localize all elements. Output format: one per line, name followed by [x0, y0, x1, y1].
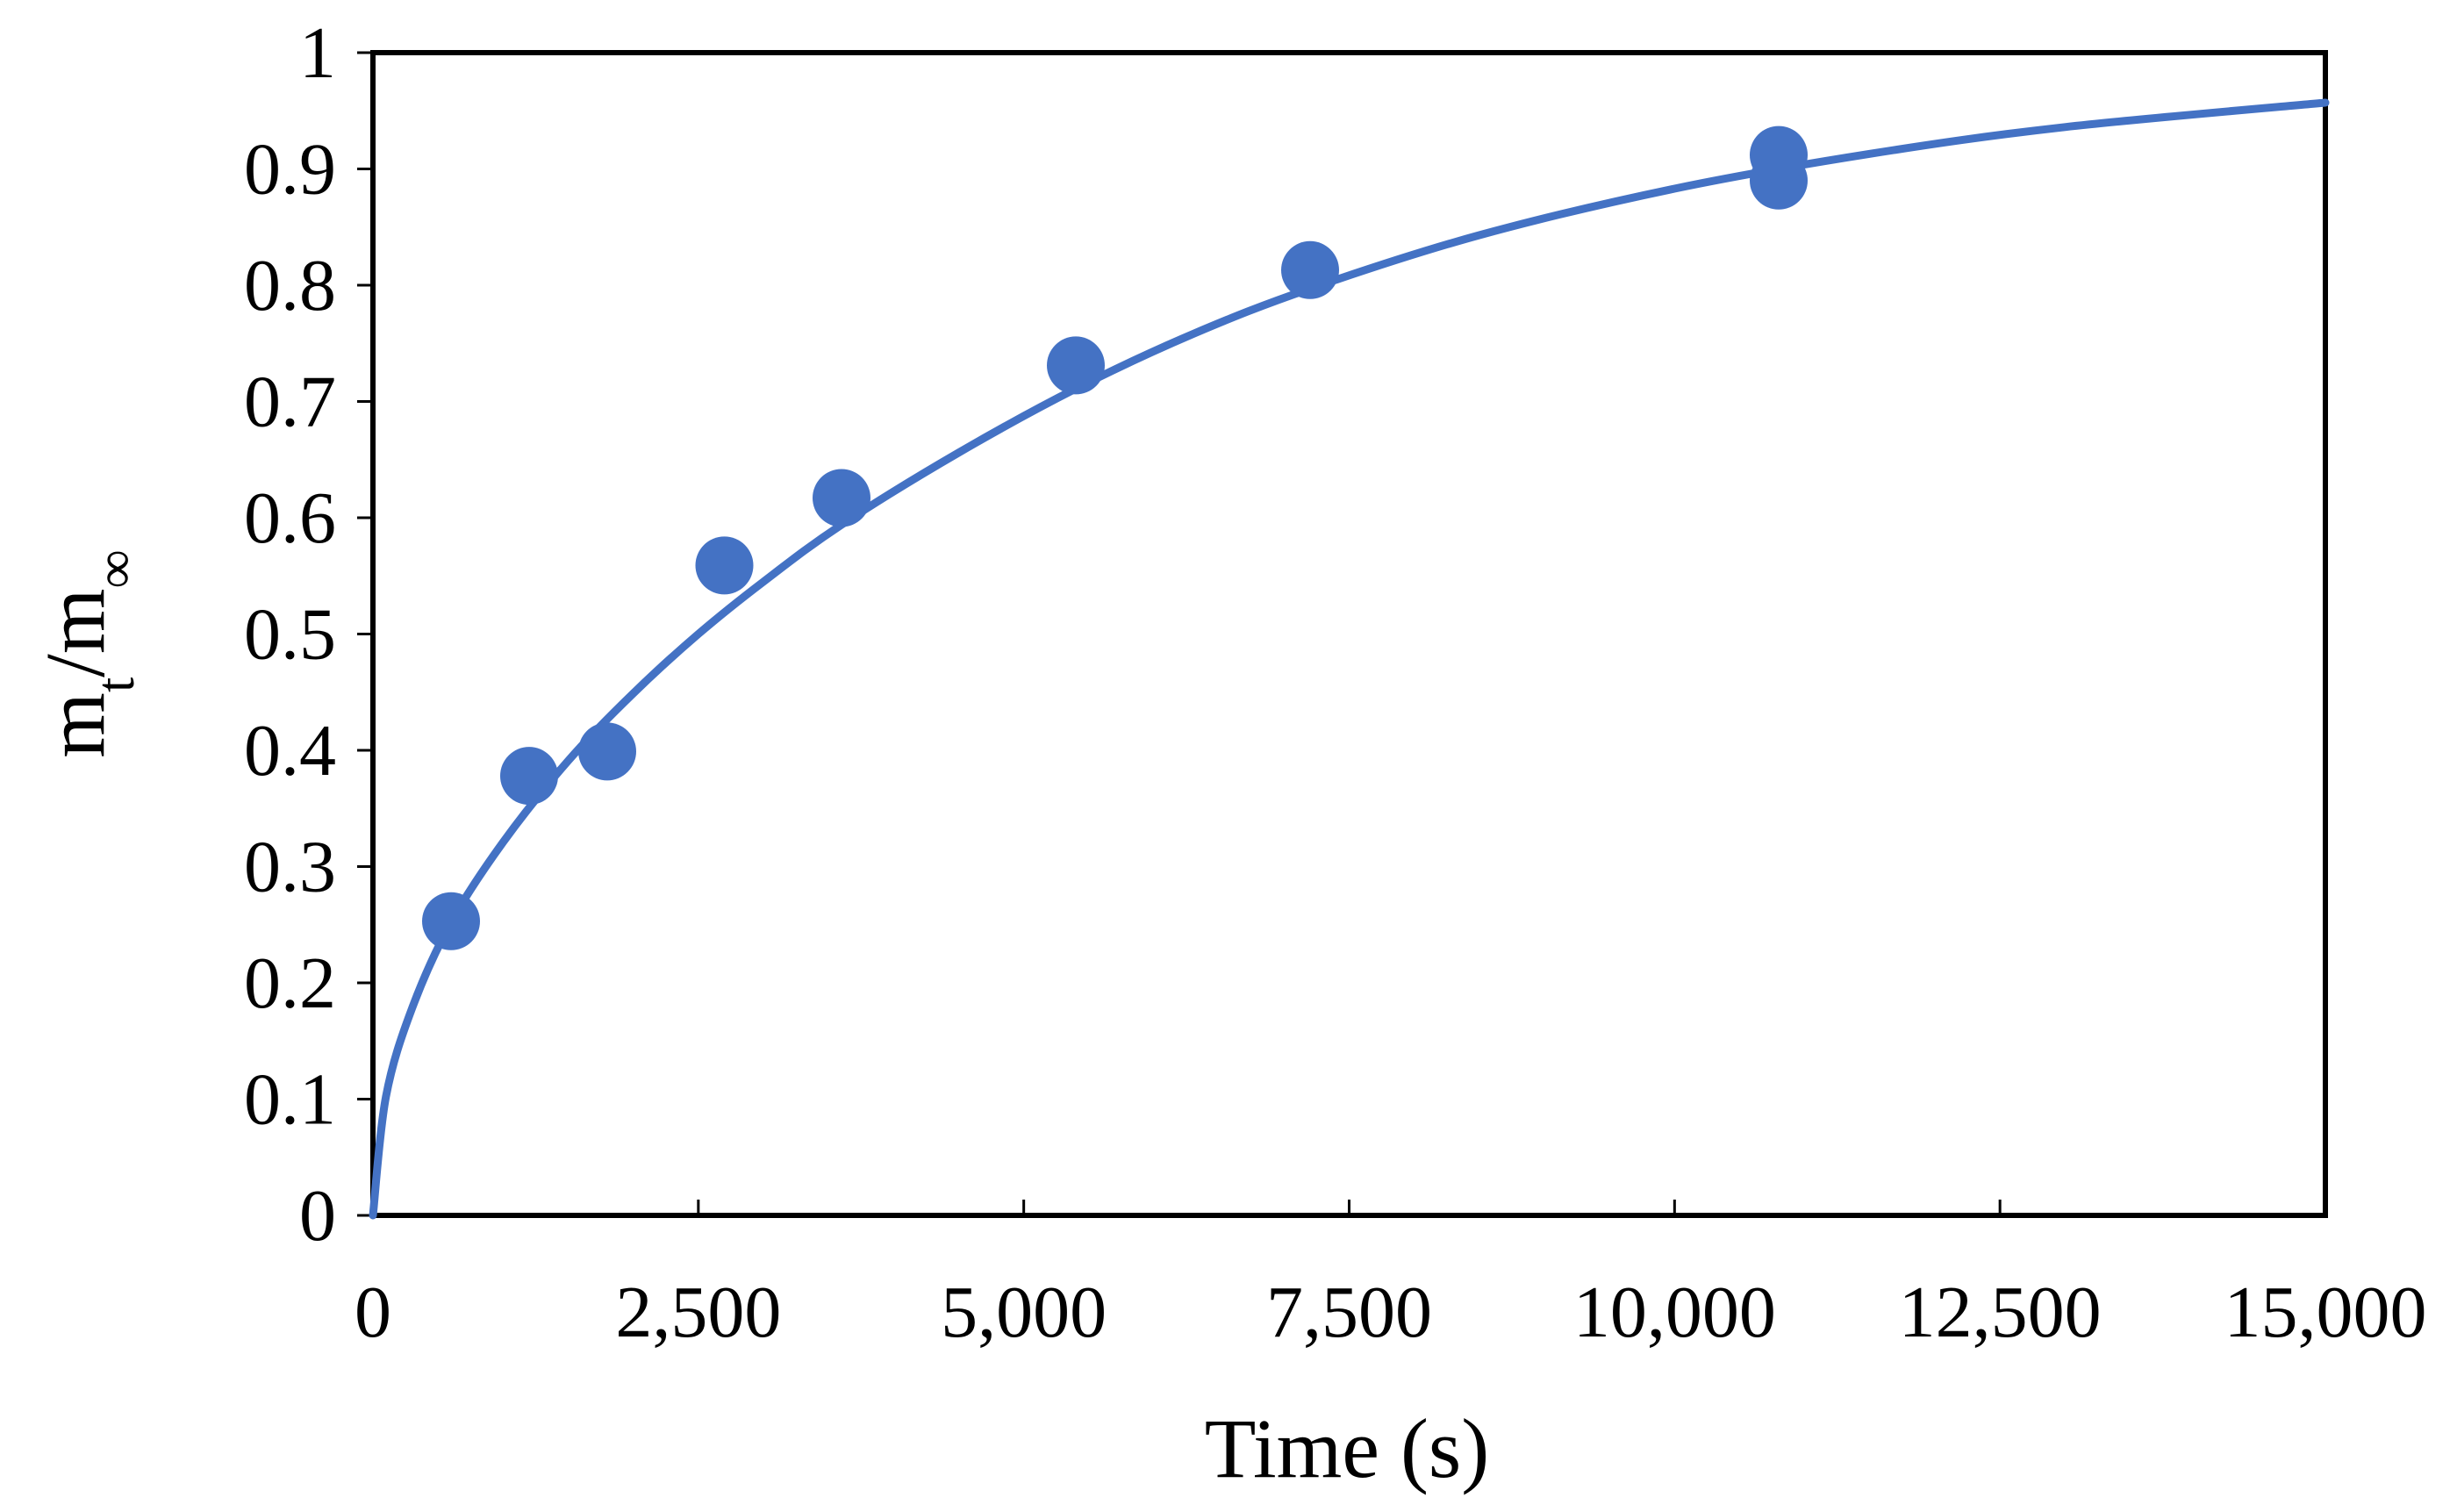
- y-axis-title-sub1: t: [86, 677, 146, 692]
- x-tick-label: 12,500: [1899, 1272, 2102, 1353]
- y-tick-label: 0.9: [244, 129, 336, 211]
- y-axis-ticks: 0 0.1 0.2 0.3 0.4 0.5 0.6 0.7 0.8 0.9 1: [244, 12, 373, 1257]
- data-point: [1047, 336, 1105, 395]
- y-tick-label: 1: [299, 12, 336, 94]
- x-tick-label: 15,000: [2224, 1272, 2427, 1353]
- y-tick-label: 0.2: [244, 942, 336, 1024]
- y-tick-label: 0.8: [244, 245, 336, 326]
- y-axis-title-base: m: [28, 692, 122, 758]
- data-point: [695, 536, 754, 595]
- data-point: [1750, 125, 1808, 184]
- y-tick-label: 0.7: [244, 362, 336, 443]
- y-tick-label: 0: [299, 1175, 336, 1257]
- y-axis-title: mt/m∞: [28, 549, 146, 757]
- y-axis-title-sep: /: [28, 654, 122, 677]
- data-point: [578, 722, 636, 781]
- y-axis-title-sub2: ∞: [86, 549, 146, 588]
- y-tick-label: 0.1: [244, 1059, 336, 1141]
- data-points-layer: [422, 125, 1808, 950]
- data-point: [500, 747, 558, 806]
- x-tick-label: 0: [355, 1272, 391, 1353]
- data-point: [1281, 240, 1339, 299]
- y-tick-label: 0.6: [244, 477, 336, 559]
- x-tick-label: 7,500: [1266, 1272, 1432, 1353]
- y-tick-label: 0.5: [244, 594, 336, 676]
- y-axis-title-base2: m: [28, 588, 122, 654]
- x-axis-ticks: 0 2,500 5,000 7,500 10,000 12,500 15,000: [355, 1200, 2427, 1353]
- x-tick-label: 5,000: [941, 1272, 1107, 1353]
- x-axis-title: Time (s): [1205, 1401, 1490, 1495]
- y-tick-label: 0.4: [244, 710, 336, 792]
- x-tick-label: 2,500: [615, 1272, 781, 1353]
- data-point: [813, 469, 870, 527]
- data-point: [422, 892, 480, 950]
- x-tick-label: 10,000: [1573, 1272, 1776, 1353]
- y-tick-label: 0.3: [244, 827, 336, 908]
